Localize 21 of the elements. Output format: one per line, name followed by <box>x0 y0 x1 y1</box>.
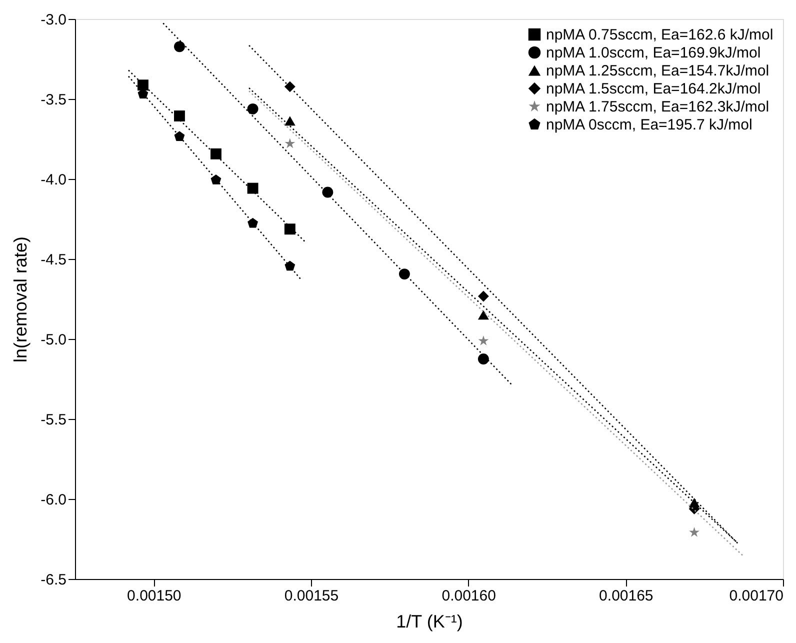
y-tick-label: -6.0 <box>40 492 66 508</box>
y-axis-title: ln(removal rate) <box>10 236 31 363</box>
x-tick-label: 0.00170 <box>729 588 784 604</box>
x-axis-title: 1/T (K⁻¹) <box>396 612 463 632</box>
x-tick-label: 0.00155 <box>284 588 339 604</box>
y-tick-label: -4.5 <box>40 252 66 268</box>
legend-label: npMA 1.75sccm, Ea=162.3kJ/mol <box>546 98 770 116</box>
y-tick-label: -3.5 <box>40 92 66 108</box>
legend-label: npMA 1.25sccm, Ea=154.7kJ/mol <box>546 62 770 80</box>
legend-label: npMA 1.0sccm, Ea=169.9kJ/mol <box>546 44 761 62</box>
legend-label: npMA 1.5sccm, Ea=164.2kJ/mol <box>546 80 761 98</box>
legend-label: npMA 0.75sccm, Ea=162.6 kJ/mol <box>546 26 774 44</box>
y-tick-label: -5.0 <box>40 332 66 348</box>
y-tick-label: -3.0 <box>40 12 66 28</box>
legend-label: npMA 0sccm, Ea=195.7 kJ/mol <box>546 116 752 134</box>
x-tick-label: 0.00150 <box>127 588 182 604</box>
y-tick-label: -5.5 <box>40 412 66 428</box>
y-tick-label: -4.0 <box>40 172 66 188</box>
x-tick-label: 0.00165 <box>599 588 654 604</box>
y-tick-label: -6.5 <box>40 572 66 588</box>
x-tick-label: 0.00160 <box>442 588 496 604</box>
